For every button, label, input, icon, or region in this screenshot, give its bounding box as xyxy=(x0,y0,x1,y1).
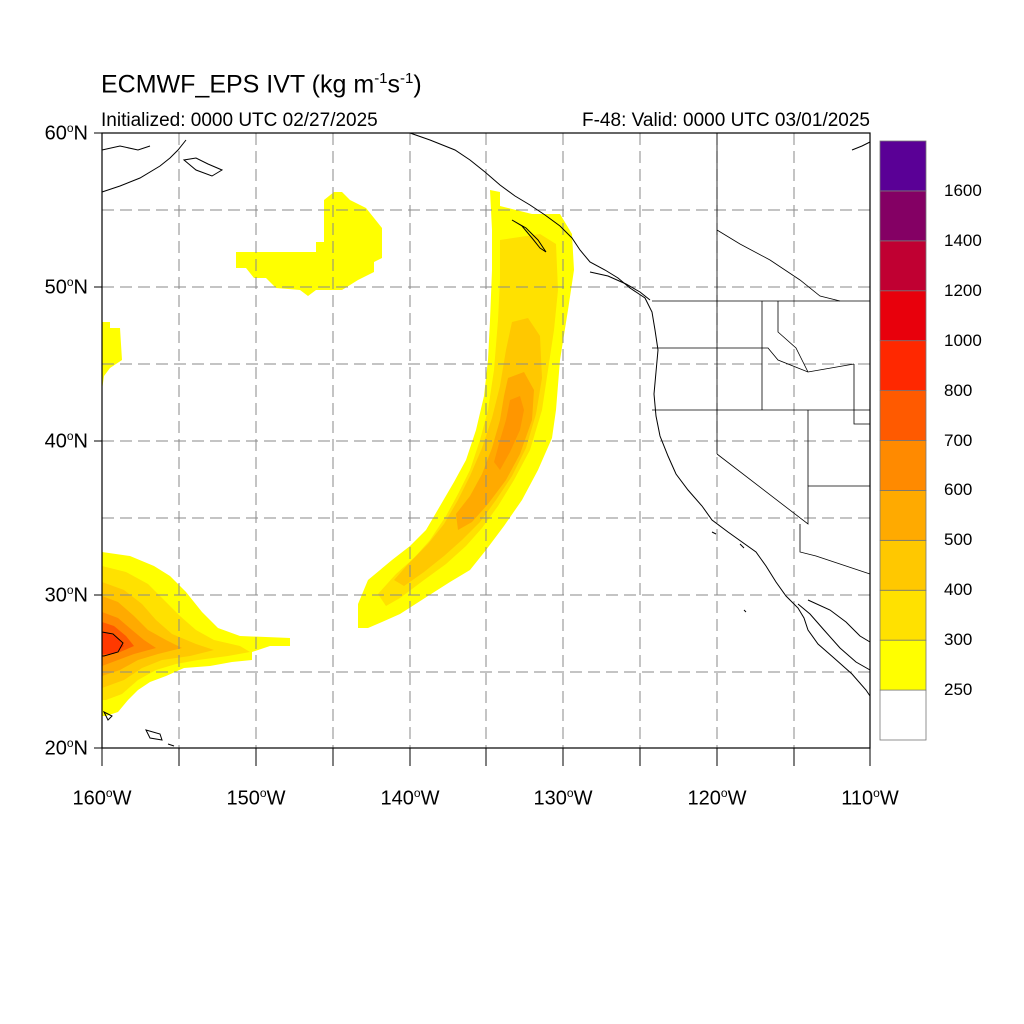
colorbar-label: 800 xyxy=(944,380,973,400)
colorbar-swatch xyxy=(879,440,927,491)
colorbar-label: 1600 xyxy=(944,180,982,200)
colorbar-swatch xyxy=(879,140,927,192)
lon-label-160: 160oW xyxy=(72,786,132,810)
map-title: ECMWF_EPS IVT (kg m-1s-1) xyxy=(101,70,422,99)
colorbar-swatch xyxy=(879,290,927,342)
ivt-hook-patch xyxy=(236,192,382,296)
lon-label-110: 110oW xyxy=(841,786,899,810)
ivt-contour xyxy=(101,631,124,657)
coastlines xyxy=(101,132,871,747)
colorbar-swatch xyxy=(879,539,927,591)
colorbar-label: 700 xyxy=(944,430,973,450)
colorbar-label: 500 xyxy=(944,530,973,550)
lat-label-40: 40oN xyxy=(44,429,88,453)
atmospheric-river xyxy=(358,190,574,628)
ivt-small-patch xyxy=(102,322,122,390)
colorbar-swatch xyxy=(879,390,927,441)
colorbar-label: 250 xyxy=(944,680,973,700)
colorbar-swatch xyxy=(879,689,927,741)
lon-label-140: 140oW xyxy=(380,786,440,810)
colorbar xyxy=(879,140,927,741)
lon-label-130: 130oW xyxy=(533,786,593,810)
colorbar-label: 1400 xyxy=(944,230,982,250)
valid-time-label: F-48: Valid: 0000 UTC 03/01/2025 xyxy=(582,110,870,131)
colorbar-swatch xyxy=(879,589,927,641)
lat-label-60: 60oN xyxy=(44,121,88,145)
state-borders xyxy=(652,133,871,575)
axis-ticks xyxy=(94,132,871,766)
lon-label-120: 120oW xyxy=(687,786,747,810)
lat-label-50: 50oN xyxy=(44,275,88,299)
colorbar-label: 1200 xyxy=(944,280,982,300)
colorbar-swatch xyxy=(879,639,927,691)
colorbar-swatch xyxy=(879,240,927,292)
colorbar-label: 400 xyxy=(944,580,973,600)
colorbar-swatch xyxy=(879,190,927,242)
colorbar-label: 300 xyxy=(944,630,973,650)
colorbar-label: 1000 xyxy=(944,330,982,350)
lat-label-20: 20oN xyxy=(44,736,88,760)
colorbar-swatch xyxy=(879,490,927,541)
colorbar-label: 600 xyxy=(944,480,973,500)
lon-label-150: 150oW xyxy=(226,786,286,810)
southwest-ivt-plume xyxy=(101,552,290,716)
initialized-label: Initialized: 0000 UTC 02/27/2025 xyxy=(101,110,378,131)
colorbar-swatch xyxy=(879,340,927,391)
lat-label-30: 30oN xyxy=(44,583,88,607)
